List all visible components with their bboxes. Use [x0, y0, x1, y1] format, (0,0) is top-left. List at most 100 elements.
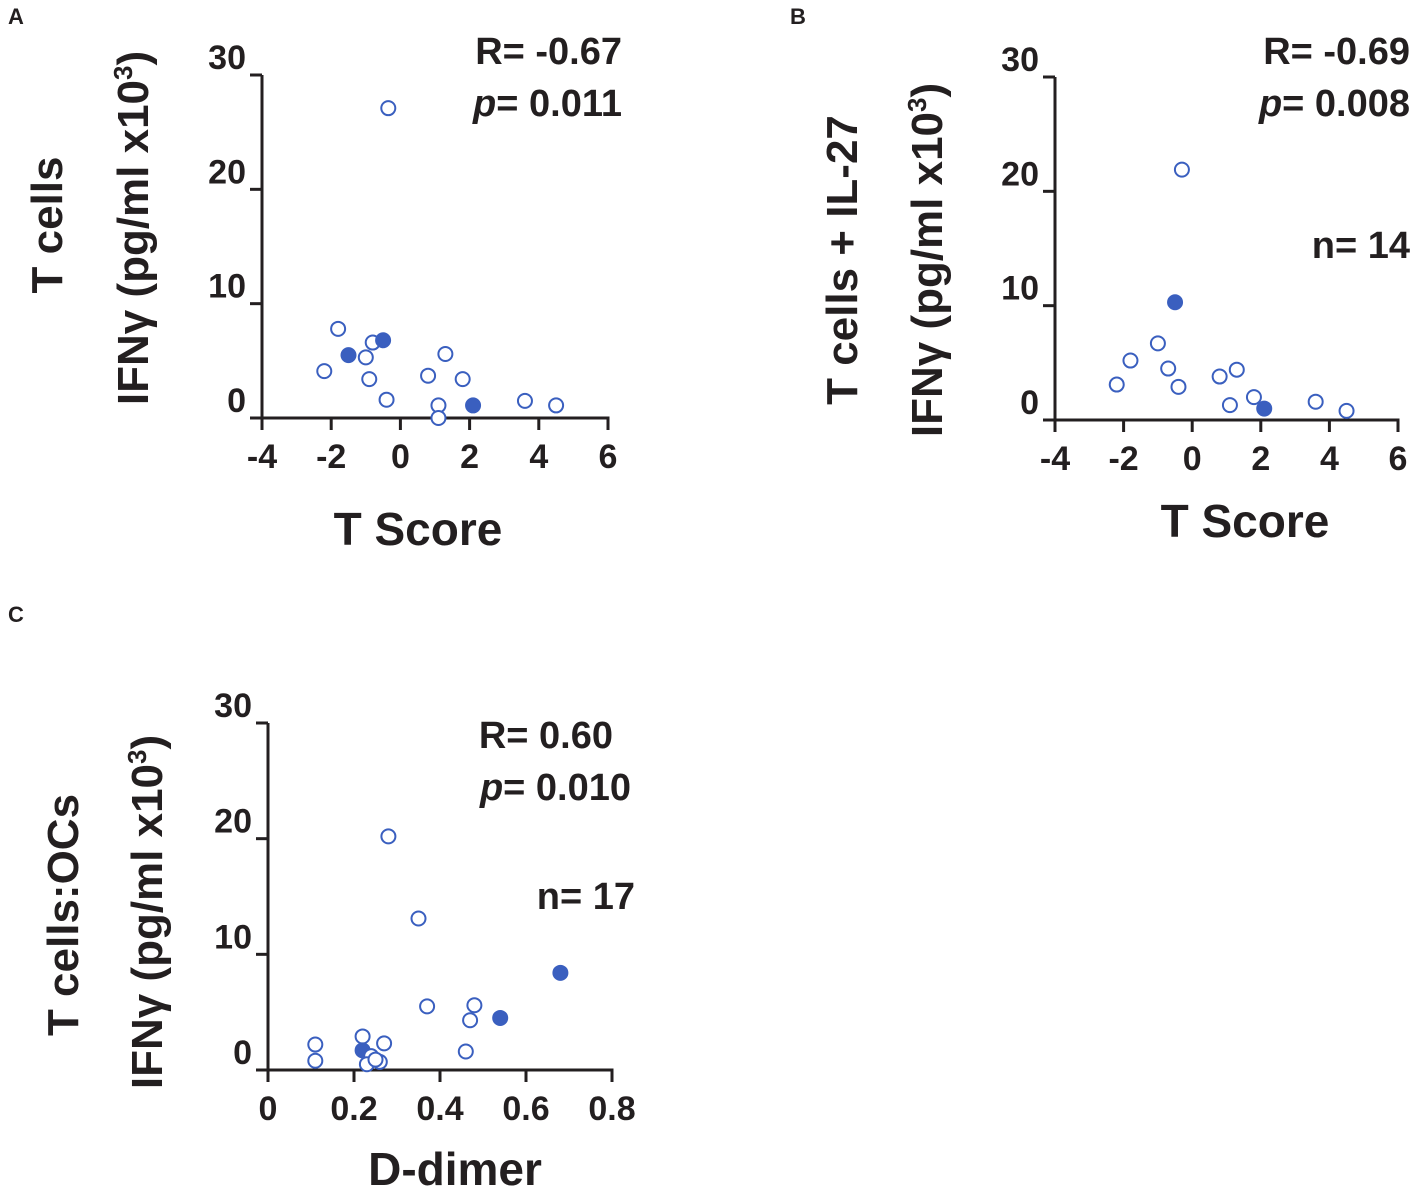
- data-point-open: [1170, 378, 1187, 395]
- data-point-open: [430, 410, 447, 426]
- y-axis-title-line2: IFNγ (pg/ml x103): [902, 83, 952, 437]
- data-point-open: [419, 998, 436, 1015]
- data-point-open: [380, 828, 397, 845]
- x-tick-label: 0.8: [588, 1090, 635, 1128]
- y-tick-label: 20: [1001, 155, 1039, 193]
- data-point-filled: [1167, 294, 1184, 311]
- data-point-open: [357, 349, 374, 366]
- p-number: = 0.010: [503, 767, 631, 809]
- y-axis-title-superscript: 3: [902, 98, 932, 112]
- x-tick-label: -4: [1040, 440, 1070, 478]
- x-tick-label: 4: [1320, 440, 1339, 478]
- y-tick-label: 30: [208, 39, 246, 77]
- y-axis-title-line2: IFNγ (pg/ml x103): [108, 51, 158, 405]
- data-point-open: [361, 371, 378, 388]
- data-point-open: [462, 1012, 479, 1029]
- data-point-open: [1221, 397, 1238, 414]
- data-point-open: [330, 320, 347, 337]
- data-point-open: [1108, 376, 1125, 393]
- x-tick-label: 0: [391, 438, 410, 476]
- y-tick-label: 0: [227, 382, 246, 420]
- data-point-filled: [375, 332, 392, 349]
- x-tick-label: -2: [316, 438, 346, 476]
- data-point-open: [378, 391, 395, 408]
- data-point-filled: [552, 964, 569, 981]
- data-point-open: [1160, 360, 1177, 377]
- panel-letter: A: [8, 4, 24, 29]
- x-axis-title: T Score: [1161, 495, 1330, 547]
- p-number: = 0.011: [496, 83, 622, 125]
- data-point-open: [380, 100, 397, 117]
- y-tick-label: 20: [214, 803, 252, 841]
- y-axis-title-close: ): [123, 735, 172, 750]
- data-point-open: [1211, 368, 1228, 385]
- x-tick-label: -4: [247, 438, 277, 476]
- y-tick-label: 30: [1001, 41, 1039, 79]
- data-point-filled: [465, 397, 482, 414]
- data-point-open: [1338, 402, 1355, 419]
- data-point-open: [410, 910, 427, 927]
- x-tick-label: 2: [1251, 440, 1270, 478]
- y-tick-label: 30: [214, 687, 252, 725]
- y-axis-title-superscript: 3: [108, 66, 138, 80]
- p-value: p= 0.011: [472, 83, 622, 125]
- x-tick-label: 6: [1389, 440, 1408, 478]
- p-label: p: [479, 767, 503, 809]
- y-axis-title-line1: T cells:OCs: [39, 794, 88, 1036]
- data-point-filled: [1256, 400, 1273, 417]
- y-axis-title-line2: IFNγ (pg/ml x103): [122, 735, 172, 1089]
- x-tick-label: 0.2: [330, 1090, 377, 1128]
- y-tick-label: 20: [208, 153, 246, 191]
- p-value: p= 0.008: [1258, 83, 1410, 125]
- r-value: R= -0.69: [1263, 31, 1410, 73]
- y-tick-label: 10: [1001, 270, 1039, 308]
- r-value: R= -0.67: [475, 31, 622, 73]
- data-point-open: [307, 1036, 324, 1053]
- x-axis-title: D-dimer: [368, 1143, 542, 1188]
- p-label: p: [472, 83, 496, 125]
- data-point-open: [376, 1035, 393, 1052]
- y-tick-label: 0: [233, 1034, 252, 1072]
- x-tick-label: 0: [1183, 440, 1202, 478]
- y-tick-label: 0: [1020, 384, 1039, 422]
- panel-a: A -4 -2 0 2 4 6 0 10 20 30 T Score T cells IFNγ (pg/m…: [8, 4, 622, 555]
- y-axis-title-units: IFNγ (pg/ml x10: [109, 80, 158, 405]
- x-tick-label: -2: [1108, 440, 1138, 478]
- x-axis-title: T Score: [334, 503, 503, 555]
- data-point-filled: [492, 1009, 509, 1026]
- data-point-open: [307, 1052, 324, 1069]
- data-point-open: [1173, 161, 1190, 178]
- data-point-open: [516, 392, 533, 409]
- x-tick-label: 0.6: [502, 1090, 549, 1128]
- data-point-open: [1149, 335, 1166, 352]
- data-point-open: [316, 363, 333, 380]
- y-axis-title-close: ): [903, 83, 952, 98]
- panel-c: C 0 0.2 0.4 0.6 0.8 0 10 20 30 D-dimer T cells:OCs I…: [8, 602, 636, 1193]
- x-tick-label: 0: [259, 1090, 278, 1128]
- x-tick-label: 4: [529, 438, 548, 476]
- y-axis-title-line1: T cells: [23, 157, 72, 294]
- panel-letter: C: [8, 602, 24, 627]
- data-point-open: [548, 397, 565, 414]
- y-axis-title-line1: T cells + IL-27: [818, 115, 867, 405]
- p-number: = 0.008: [1282, 83, 1410, 125]
- x-tick-label: 6: [599, 438, 618, 476]
- y-tick-label: 10: [208, 268, 246, 306]
- data-point-open: [354, 1028, 371, 1045]
- n-value: n= 14: [1312, 225, 1410, 267]
- data-point-open: [1245, 389, 1262, 406]
- y-tick-label: 10: [214, 918, 252, 956]
- panel-letter: B: [790, 4, 806, 29]
- data-point-open: [466, 997, 483, 1014]
- data-point-filled: [340, 347, 357, 364]
- panel-b: B -4 -2 0 2 4 6 0 10 20 30 T Score T cells + IL-27 IF…: [790, 4, 1410, 547]
- data-point-open: [437, 345, 454, 362]
- y-axis-title-units: IFNγ (pg/ml x10: [123, 764, 172, 1089]
- x-tick-label: 0.4: [416, 1090, 463, 1128]
- p-label: p: [1258, 83, 1282, 125]
- data-point-open: [457, 1043, 474, 1060]
- data-point-open: [420, 367, 437, 384]
- data-point-open: [1228, 361, 1245, 378]
- y-axis-title-close: ): [109, 51, 158, 66]
